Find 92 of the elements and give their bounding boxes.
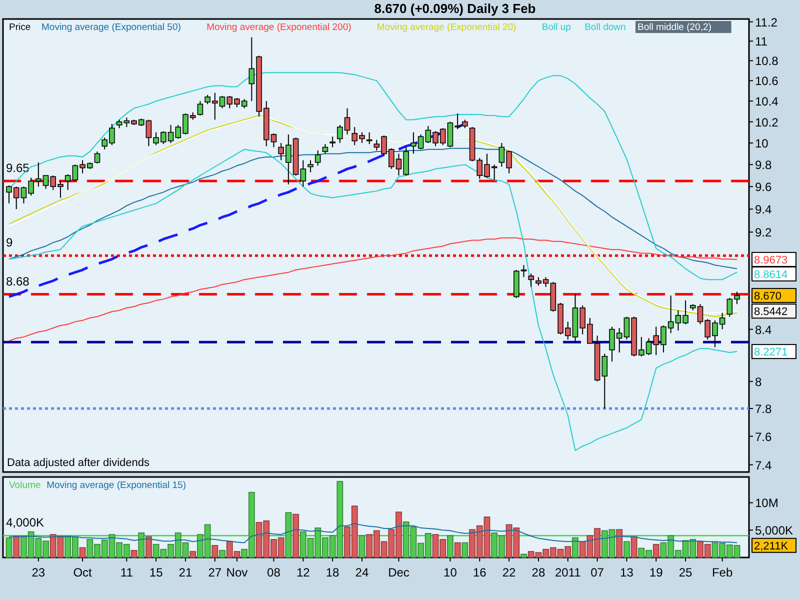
ref-line-label: 8.68 <box>6 274 30 288</box>
x-tick-label: Nov <box>226 566 248 580</box>
x-tick-label: 18 <box>326 566 340 580</box>
x-tick-label: Oct <box>73 566 93 580</box>
bar <box>520 554 527 558</box>
y-tick-label: 7.8 <box>755 402 772 416</box>
x-tick-label: 11 <box>120 566 134 580</box>
text: Moving average (Exponential 50) <box>42 22 181 33</box>
annotation: Data adjusted after dividends <box>7 457 150 469</box>
y-tick-label: 10 <box>755 136 769 150</box>
text: Boll up <box>542 22 571 33</box>
y-tick-label: 9.6 <box>755 180 772 194</box>
text: Price <box>9 22 31 33</box>
candlestick <box>330 136 336 148</box>
bar <box>79 547 86 558</box>
bar <box>447 535 454 558</box>
candlestick <box>64 174 71 190</box>
y-tick-label: 9.2 <box>755 226 772 240</box>
ref-line-label: 9.65 <box>6 161 30 176</box>
y-tick-label: 10.6 <box>755 74 779 88</box>
bar <box>130 550 138 558</box>
data-label: 8.2271 <box>754 346 788 359</box>
bar <box>190 551 196 558</box>
x-tick-label: Feb <box>712 566 733 580</box>
x-tick-label: 10 <box>444 566 458 580</box>
candlestick <box>197 100 204 116</box>
ref-line-label: 4,000K <box>6 516 44 530</box>
data-label: 8.9673 <box>754 254 788 266</box>
y-tick-label: 10M <box>755 496 778 510</box>
x-tick-label: 23 <box>32 566 46 580</box>
data-label: 8.5442 <box>754 306 788 318</box>
bar <box>292 514 299 558</box>
text: 8.670 <box>754 290 782 302</box>
text: Boll down <box>584 22 626 33</box>
text: Boll middle (20,2) <box>638 22 712 33</box>
x-tick-label: 2011 <box>554 566 582 580</box>
ref-line-label: 9 <box>6 236 13 250</box>
x-tick-label: 16 <box>472 566 487 580</box>
x-tick-label: 25 <box>678 566 693 580</box>
y-tick-label: 7.4 <box>755 458 772 472</box>
line-series <box>8 237 738 342</box>
candlestick <box>322 144 328 154</box>
data-label: 8.8614 <box>754 268 788 281</box>
y-tick-label: 11.2 <box>755 15 778 30</box>
candlestick <box>528 273 534 288</box>
y-tick-label: 10.8 <box>755 54 779 68</box>
x-tick-label: 12 <box>296 566 310 580</box>
y-tick-label: 8 <box>755 374 762 389</box>
x-tick-label: 27 <box>208 566 222 580</box>
bar <box>138 532 145 558</box>
text: Moving average (Exponential 200) <box>206 22 352 33</box>
bar <box>13 536 20 558</box>
y-tick-label: 9.4 <box>755 202 772 217</box>
bar <box>285 512 292 558</box>
x-tick-label: Dec <box>388 566 410 580</box>
text: 2,211K <box>754 540 789 552</box>
x-tick-label: 28 <box>532 566 546 580</box>
x-tick-label: 22 <box>502 566 516 580</box>
bar <box>146 536 152 558</box>
y-tick-label: 9.8 <box>755 158 772 172</box>
bar <box>630 536 638 558</box>
bar <box>652 544 660 558</box>
text: Volume <box>9 480 41 491</box>
candlestick <box>308 160 314 173</box>
y-tick-label: 7.6 <box>755 430 772 444</box>
chart-title: 8.670 (+0.09%) Daily 3 Feb <box>374 1 536 16</box>
x-tick-label: 24 <box>355 566 369 580</box>
x-tick-label: 08 <box>267 566 281 580</box>
bar <box>212 545 218 558</box>
bar <box>454 542 461 558</box>
bar <box>358 535 366 558</box>
y-tick-label: 8.4 <box>755 322 772 337</box>
bar <box>616 529 623 558</box>
bar <box>6 537 12 558</box>
y-tick-label: 10.2 <box>755 115 779 130</box>
x-tick-label: 19 <box>649 566 664 580</box>
x-tick-label: 21 <box>178 566 192 580</box>
x-tick-label: 15 <box>149 566 164 580</box>
text: Moving average (Exponential 20) <box>376 22 516 33</box>
bar <box>623 541 630 558</box>
line-series <box>8 148 738 451</box>
y-tick-label: 11 <box>755 34 768 49</box>
text: Moving average (Exponential 15) <box>46 480 186 491</box>
bar <box>219 550 226 558</box>
x-tick-label: 07 <box>590 566 604 580</box>
bar <box>462 542 468 558</box>
candlestick <box>314 150 321 166</box>
bar <box>572 537 578 558</box>
candlestick <box>94 151 100 164</box>
y-tick-label: 10.4 <box>755 94 779 109</box>
x-tick-label: 13 <box>620 566 634 580</box>
y-tick-label: 5,000K <box>755 524 794 538</box>
